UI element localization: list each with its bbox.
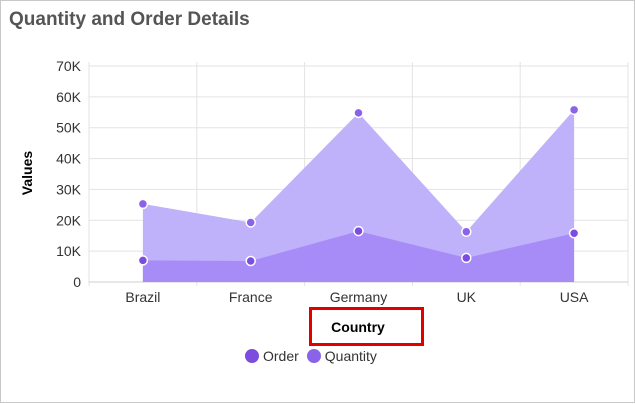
x-tick-label: Germany — [330, 289, 388, 305]
marker-order-germany — [353, 225, 364, 237]
y-tick-label: 70K — [56, 58, 82, 74]
marker-quantity-germany — [353, 107, 364, 119]
y-tick-label: 60K — [56, 89, 82, 105]
marker-order-france — [245, 255, 256, 267]
y-tick-label: 30K — [56, 181, 82, 197]
y-tick-labels: 0 10K 20K 30K 40K 50K 60K 70K — [56, 58, 82, 290]
legend-marker-quantity — [306, 349, 321, 363]
legend-label-quantity: Quantity — [324, 348, 377, 364]
y-tick-label: 50K — [56, 120, 82, 136]
y-tick-label: 0 — [73, 274, 81, 290]
marker-order-uk — [461, 252, 472, 264]
chart-title: Quantity and Order Details — [9, 9, 250, 30]
x-tick-label: UK — [457, 289, 477, 305]
marker-quantity-usa — [568, 104, 580, 116]
area-order — [142, 231, 575, 282]
y-axis-title: Values — [19, 151, 35, 196]
x-axis-title-highlight — [309, 307, 424, 346]
marker-quantity-brazil — [137, 198, 149, 210]
x-axis-title: Country — [331, 319, 385, 335]
marker-order-usa — [568, 227, 580, 239]
y-tick-label: 10K — [56, 243, 82, 259]
legend-marker-order — [245, 349, 259, 363]
legend-label-order: Order — [263, 348, 299, 364]
marker-quantity-france — [245, 217, 256, 228]
x-tick-labels: Brazil France Germany UK USA — [125, 289, 589, 305]
marker-order-brazil — [137, 255, 149, 266]
x-tick-label: USA — [560, 289, 589, 305]
legend: Order Quantity — [245, 348, 385, 364]
legend-item-order[interactable]: Order — [245, 348, 299, 364]
x-tick-label: France — [229, 289, 273, 305]
y-tick-label: 40K — [56, 151, 82, 167]
x-tick-label: Brazil — [125, 289, 160, 305]
area-quantity — [142, 109, 575, 283]
legend-item-quantity[interactable]: Quantity — [306, 348, 377, 364]
marker-quantity-uk — [461, 226, 472, 237]
y-tick-label: 20K — [56, 212, 82, 228]
series-areas — [142, 109, 575, 283]
series-markers — [137, 104, 580, 267]
